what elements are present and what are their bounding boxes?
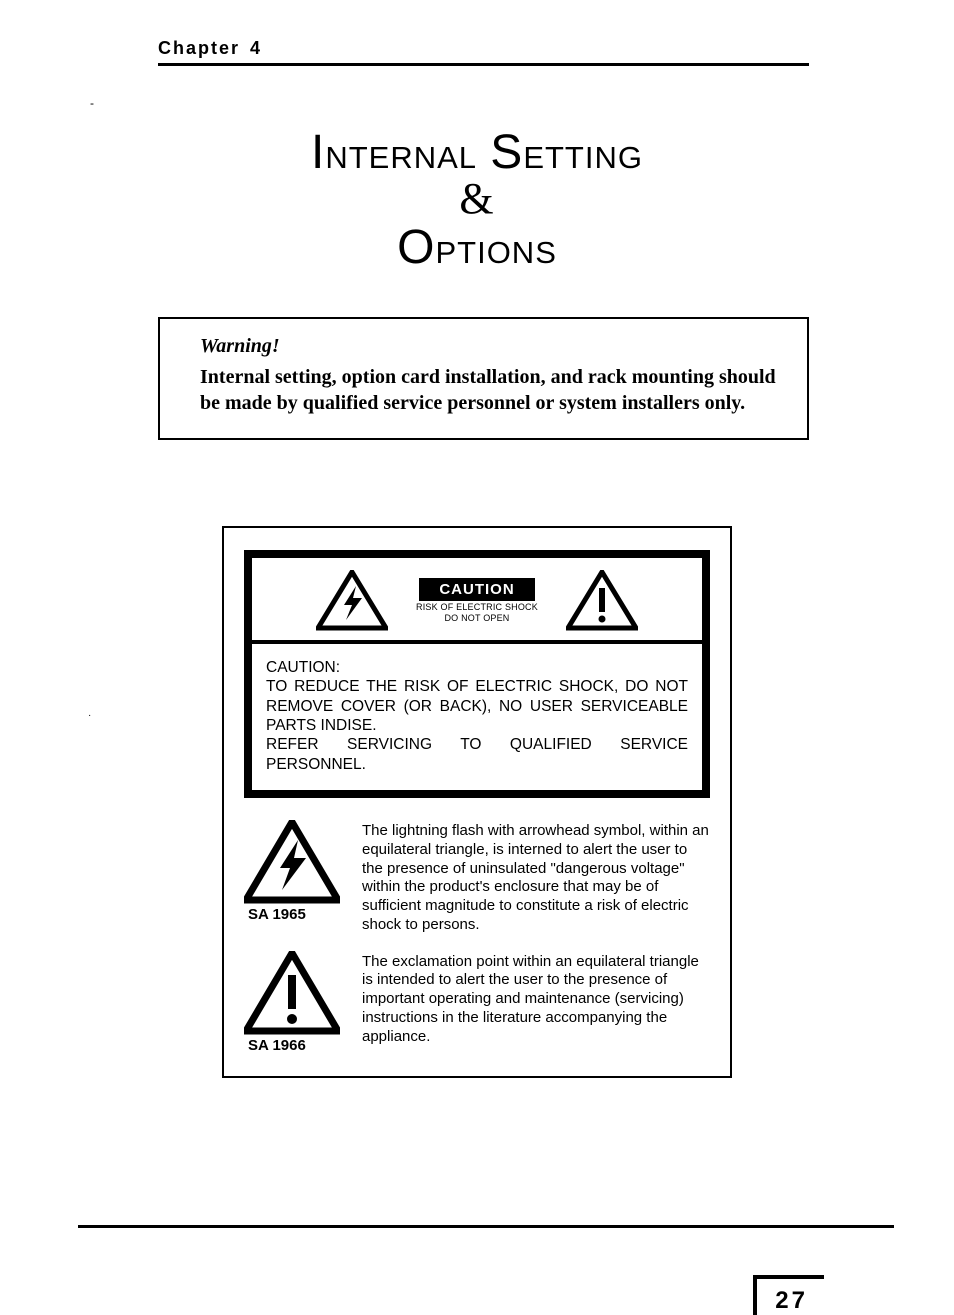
document-page: Chapter 4 - · Internal Setting & Options… <box>0 0 954 1244</box>
title-ampersand: & <box>40 176 914 222</box>
warning-body: Internal setting, option card installati… <box>200 364 781 416</box>
exclamation-triangle-icon <box>244 951 340 1035</box>
stray-mark: - <box>90 96 94 110</box>
footer-rule <box>78 1225 894 1228</box>
caution-label: CAUTION <box>419 578 534 601</box>
symbol-code-2: SA 1966 <box>244 1037 344 1054</box>
caution-sub2: DO NOT OPEN <box>416 614 538 624</box>
exclamation-triangle-icon <box>566 570 638 632</box>
caution-panel: CAUTION RISK OF ELECTRIC SHOCK DO NOT OP… <box>244 550 710 798</box>
caution-label-stack: CAUTION RISK OF ELECTRIC SHOCK DO NOT OP… <box>416 578 538 625</box>
chapter-header: Chapter 4 <box>158 38 809 66</box>
caution-body: CAUTION: TO REDUCE THE RISK OF ELECTRIC … <box>252 644 702 790</box>
title-line1-rest: nternal <box>325 129 477 178</box>
lightning-triangle-icon <box>316 570 388 632</box>
page-title: Internal Setting & Options <box>40 128 914 273</box>
caution-sub1: RISK OF ELECTRIC SHOCK <box>416 603 538 613</box>
symbol-text-1: The lightning flash with arrowhead symbo… <box>362 820 710 935</box>
chapter-number: 4 <box>250 38 262 59</box>
symbol-text-2: The exclamation point within an equilate… <box>362 951 710 1054</box>
symbol-code-1: SA 1965 <box>244 906 344 923</box>
symbol-row-1: SA 1965 The lightning flash with arrowhe… <box>244 820 710 935</box>
caution-card: CAUTION RISK OF ELECTRIC SHOCK DO NOT OP… <box>222 526 732 1078</box>
page-number: 27 <box>753 1275 824 1315</box>
stray-dot: · <box>88 710 91 721</box>
warning-heading: Warning! <box>200 335 781 358</box>
chapter-label: Chapter <box>158 38 240 59</box>
lightning-triangle-icon <box>244 820 340 904</box>
warning-box: Warning! Internal setting, option card i… <box>158 317 809 440</box>
caution-header-row: CAUTION RISK OF ELECTRIC SHOCK DO NOT OP… <box>252 558 702 644</box>
symbol-row-2: SA 1966 The exclamation point within an … <box>244 951 710 1054</box>
